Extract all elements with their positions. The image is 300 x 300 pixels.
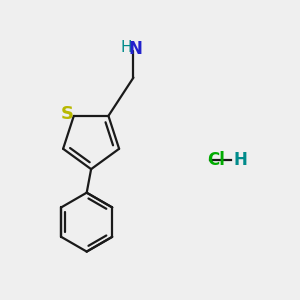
- Text: Cl: Cl: [207, 151, 225, 169]
- Text: S: S: [61, 105, 74, 123]
- Text: N: N: [129, 40, 143, 58]
- Text: H: H: [120, 40, 132, 55]
- Text: H: H: [234, 151, 248, 169]
